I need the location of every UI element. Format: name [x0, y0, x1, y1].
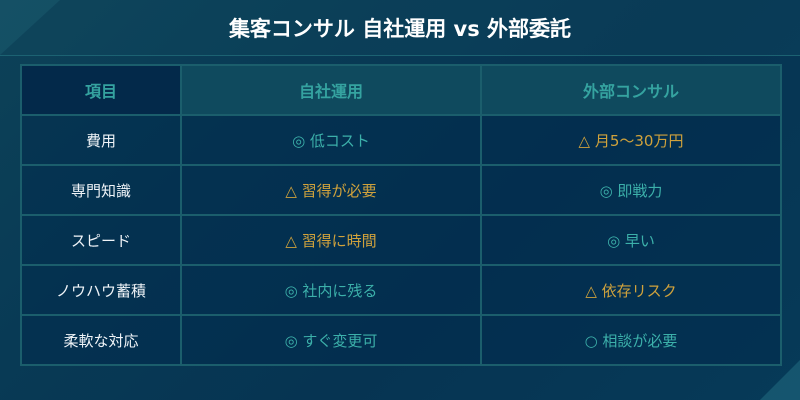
header-item: 項目 [20, 64, 182, 116]
in-house-cell: ◎ すぐ変更可 [180, 314, 482, 366]
consultant-cell: △ 月5〜30万円 [480, 114, 782, 166]
row-label: 費用 [20, 114, 182, 166]
consultant-cell: ○ 相談が必要 [480, 314, 782, 366]
row-label: 専門知識 [20, 164, 182, 216]
table-row: 柔軟な対応 ◎ すぐ変更可 ○ 相談が必要 [20, 314, 782, 366]
comparison-table: 項目 自社運用 外部コンサル 費用 ◎ 低コスト △ 月5〜30万円 専門知識 △ 習得… [20, 64, 782, 366]
row-label: 柔軟な対応 [20, 314, 182, 366]
in-house-cell: ◎ 低コスト [180, 114, 482, 166]
in-house-cell: △ 習得に時間 [180, 214, 482, 266]
header-consultant: 外部コンサル [480, 64, 782, 116]
consultant-cell: ◎ 早い [480, 214, 782, 266]
row-label: スピード [20, 214, 182, 266]
corner-decoration [760, 360, 800, 400]
table-row: 専門知識 △ 習得が必要 ◎ 即戦力 [20, 164, 782, 216]
corner-decoration [0, 0, 60, 55]
table-row: ノウハウ蓄積 ◎ 社内に残る △ 依存リスク [20, 264, 782, 316]
title-bar: 集客コンサル 自社運用 vs 外部委託 [0, 0, 800, 56]
header-in-house: 自社運用 [180, 64, 482, 116]
table-row: 費用 ◎ 低コスト △ 月5〜30万円 [20, 114, 782, 166]
in-house-cell: ◎ 社内に残る [180, 264, 482, 316]
consultant-cell: ◎ 即戦力 [480, 164, 782, 216]
row-label: ノウハウ蓄積 [20, 264, 182, 316]
table-row: スピード △ 習得に時間 ◎ 早い [20, 214, 782, 266]
in-house-cell: △ 習得が必要 [180, 164, 482, 216]
page-title: 集客コンサル 自社運用 vs 外部委託 [228, 16, 572, 41]
table-header-row: 項目 自社運用 外部コンサル [20, 64, 782, 116]
consultant-cell: △ 依存リスク [480, 264, 782, 316]
